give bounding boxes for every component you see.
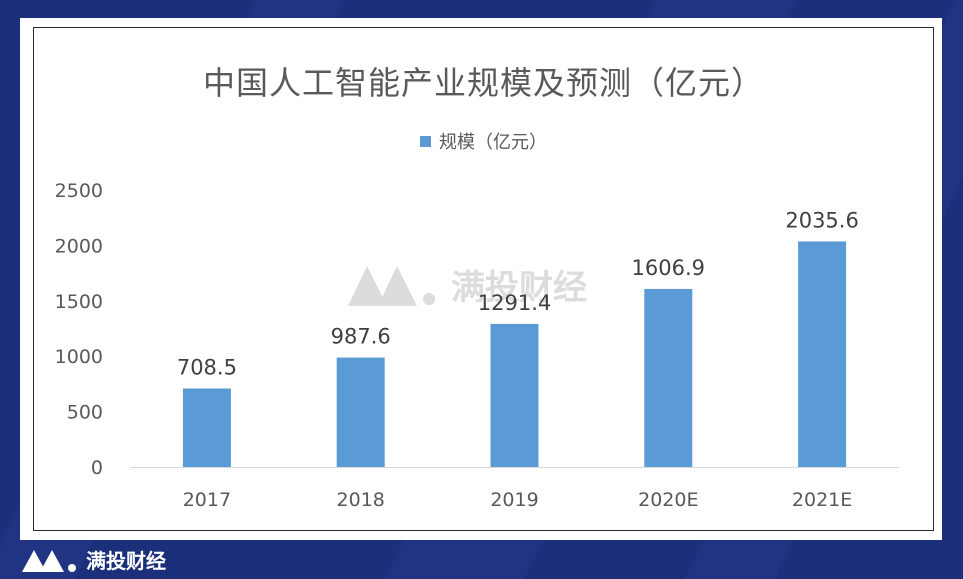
watermark-logo-icon [348,266,435,306]
data-labels: 708.5 987.6 1291.4 1606.9 2035.6 [177,208,859,379]
y-tick-label: 1500 [55,291,103,313]
watermark-text: 满投财经 [451,268,587,308]
legend-label: 规模（亿元） [439,132,547,153]
watermark: 满投财经 [348,266,587,308]
data-label-2018: 987.6 [331,325,391,349]
x-tick-label: 2017 [183,489,231,511]
data-label-2020E: 1606.9 [632,256,705,280]
brand-name: 满投财经 [86,549,166,573]
bar-2019 [490,323,539,467]
data-label-2021E: 2035.6 [785,208,858,232]
x-tick-label: 2018 [337,489,385,511]
y-axis: 0 500 1000 1500 2000 2500 [55,180,103,479]
footer: 满投财经 [0,540,963,579]
y-tick-label: 0 [91,457,103,479]
chart-legend: 规模（亿元） [34,128,933,154]
bar-2021E [798,241,847,467]
data-label-2019: 1291.4 [478,291,551,315]
data-label-2017: 708.5 [177,355,237,379]
x-tick-label: 2021E [792,489,852,511]
chart-title: 中国人工智能产业规模及预测（亿元） [202,64,764,102]
bars [182,241,847,467]
y-tick-label: 2500 [55,180,103,202]
bar-2017 [182,388,231,467]
bar-2018 [336,357,385,467]
legend-swatch [420,135,431,147]
bar-2020E [644,288,693,467]
y-tick-label: 2000 [55,235,103,257]
x-tick-label: 2020E [638,489,698,511]
brand-logo-icon [22,549,76,572]
bar-chart: 满投财经 0 500 1000 1500 2000 2500 708.5 987.6 1291… [55,180,899,511]
x-axis: 2017 2018 2019 2020E 2021E [183,489,853,511]
y-tick-label: 500 [67,402,103,424]
y-tick-label: 1000 [55,346,103,368]
x-tick-label: 2019 [490,489,538,511]
